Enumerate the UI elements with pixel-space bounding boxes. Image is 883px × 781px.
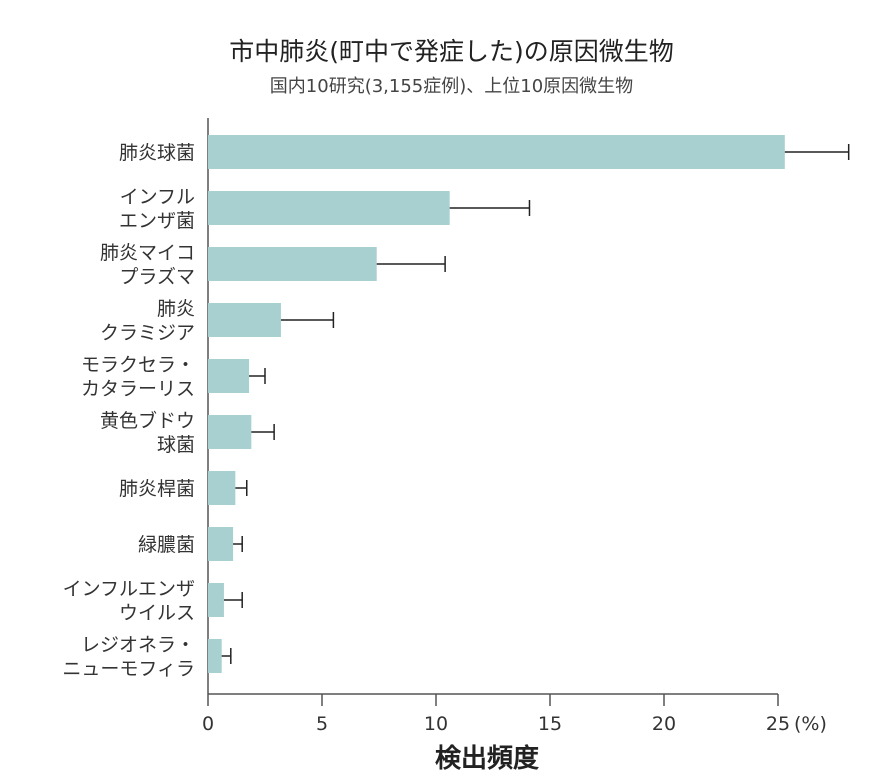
bar	[208, 639, 222, 673]
category-label: 肺炎	[157, 298, 195, 320]
bar	[208, 191, 450, 225]
category-label: モラクセラ・	[81, 354, 195, 376]
category-label: 肺炎桿菌	[119, 478, 195, 500]
bar	[208, 527, 234, 561]
x-tick-label: 20	[652, 713, 676, 735]
category-label: ニューモフィラ	[62, 658, 195, 680]
bar	[208, 471, 236, 505]
category-label: インフル	[120, 186, 195, 208]
chart-subtitle: 国内10研究(3,155症例)、上位10原因微生物	[269, 76, 634, 97]
x-unit-label: (%)	[794, 713, 827, 735]
category-label: 肺炎マイコ	[100, 242, 195, 264]
x-axis-label: 検出頻度	[435, 744, 540, 774]
bar	[208, 415, 252, 449]
x-tick-label: 15	[538, 713, 562, 735]
category-label: ウイルス	[119, 602, 195, 624]
category-label: プラズマ	[119, 266, 195, 288]
category-label: クラミジア	[100, 322, 195, 344]
category-label: 黄色ブドウ	[100, 409, 195, 432]
category-label: 緑膿菌	[138, 534, 195, 556]
category-label: カタラーリス	[81, 378, 195, 400]
x-tick-label: 5	[316, 713, 328, 735]
bar	[208, 303, 281, 337]
category-label: インフルエンザ	[63, 578, 195, 600]
category-label: レジオネラ・	[81, 634, 195, 656]
category-label: 肺炎球菌	[119, 142, 195, 164]
bar	[208, 135, 785, 169]
chart-title: 市中肺炎(町中で発症した)の原因微生物	[229, 37, 674, 66]
x-tick-label: 10	[424, 713, 448, 735]
x-tick-label: 0	[202, 713, 214, 735]
category-label: エンザ菌	[119, 210, 195, 232]
category-label: 球菌	[157, 434, 195, 456]
bar	[208, 583, 224, 617]
bar	[208, 247, 377, 281]
x-tick-label: 25	[766, 713, 790, 735]
bar	[208, 359, 250, 393]
